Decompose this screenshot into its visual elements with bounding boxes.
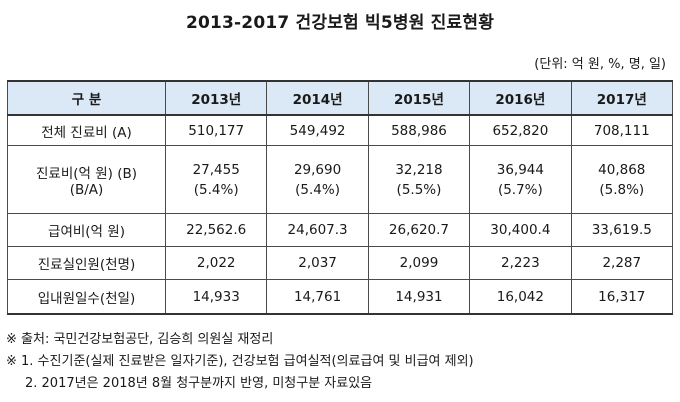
table-cell: 652,820 [469,114,572,146]
footnotes: ※ 출처: 국민건강보험공단, 김승희 의원실 재정리 ※ 1. 수진기준(실제… [6,329,474,395]
cell-percent: (5.7%) [497,181,543,198]
table-cell: 549,492 [266,114,369,146]
table-cell: 16,042 [469,279,572,315]
cell-percent: (5.4%) [295,181,340,198]
table-cell: 2,099 [367,246,471,280]
table-row: 입내원일수(천일) 14,933 14,761 14,931 16,042 16… [7,279,674,315]
table-cell: 2,037 [266,246,369,280]
footnote-1: ※ 1. 수진기준(실제 진료받은 일자기준), 건강보험 급여실적(의료급여 … [6,354,474,369]
header-2015: 2015년 [367,80,471,116]
header-2017: 2017년 [570,80,674,116]
table-cell: 708,111 [570,114,674,146]
table-cell: 36,944 (5.7%) [469,145,572,214]
table-cell: 22,562.6 [164,213,268,247]
table-cell: 26,620.7 [367,213,471,247]
table-cell: 14,761 [266,279,369,315]
row-label: 입내원일수(천일) [7,279,166,315]
cell-value: 27,455 [192,161,240,178]
table-cell: 33,619.5 [570,213,674,247]
table-cell: 40,868 (5.8%) [570,145,674,214]
page-title: 2013-2017 건강보험 빅5병원 진료현황 [185,13,495,33]
table-cell: 30,400.4 [469,213,572,247]
table-cell: 588,986 [367,114,471,146]
table-cell: 24,607.3 [266,213,369,247]
table-cell: 2,022 [164,246,268,280]
table-cell: 14,933 [164,279,268,315]
row-label: 급여비(억 원) [7,213,166,247]
table-header-row: 구 분 2013년 2014년 2015년 2016년 2017년 [7,80,674,116]
row-label: 전체 진료비 (A) [7,114,166,146]
footnote-2: 2. 2017년은 2018년 8월 청구분까지 반영, 미청구분 자료있음 [25,376,373,391]
cell-percent: (5.5%) [396,181,442,198]
table-row: 전체 진료비 (A) 510,177 549,492 588,986 652,8… [7,114,674,146]
header-2013: 2013년 [164,80,268,116]
row-label: 진료비(억 원) (B) (B/A) [7,145,166,214]
source-note: ※ 출처: 국민건강보험공단, 김승희 의원실 재정리 [6,332,274,347]
table-cell: 32,218 (5.5%) [367,145,471,214]
cell-value: 29,690 [293,161,342,178]
header-2014: 2014년 [266,80,369,116]
table-cell: 14,931 [367,279,471,315]
cell-value: 36,944 [496,161,544,178]
unit-note: (단위: 억 원, %, 명, 일) [534,57,666,72]
table-row: 진료실인원(천명) 2,022 2,037 2,099 2,223 2,287 [7,246,674,280]
table-cell: 16,317 [570,279,674,315]
table-cell: 2,287 [570,246,674,280]
table-row: 진료비(억 원) (B) (B/A) 27,455 (5.4%) 29,690 (5… [7,145,674,214]
header-2016: 2016년 [469,80,572,116]
row-label-line2: (B/A) [69,181,104,198]
cell-value: 32,218 [395,161,443,178]
stats-table: 구 분 2013년 2014년 2015년 2016년 2017년 전체 진료비… [7,80,674,315]
cell-value: 40,868 [598,161,646,178]
row-label: 진료실인원(천명) [7,246,166,280]
table-cell: 27,455 (5.4%) [164,145,268,214]
header-category: 구 분 [7,80,166,116]
cell-percent: (5.8%) [599,181,645,198]
table-cell: 29,690 (5.4%) [266,145,369,214]
table-cell: 510,177 [164,114,268,146]
table-cell: 2,223 [469,246,572,280]
row-label-line1: 진료비(억 원) (B) [35,165,137,182]
cell-percent: (5.4%) [193,181,239,198]
table-row: 급여비(억 원) 22,562.6 24,607.3 26,620.7 30,4… [7,213,674,247]
